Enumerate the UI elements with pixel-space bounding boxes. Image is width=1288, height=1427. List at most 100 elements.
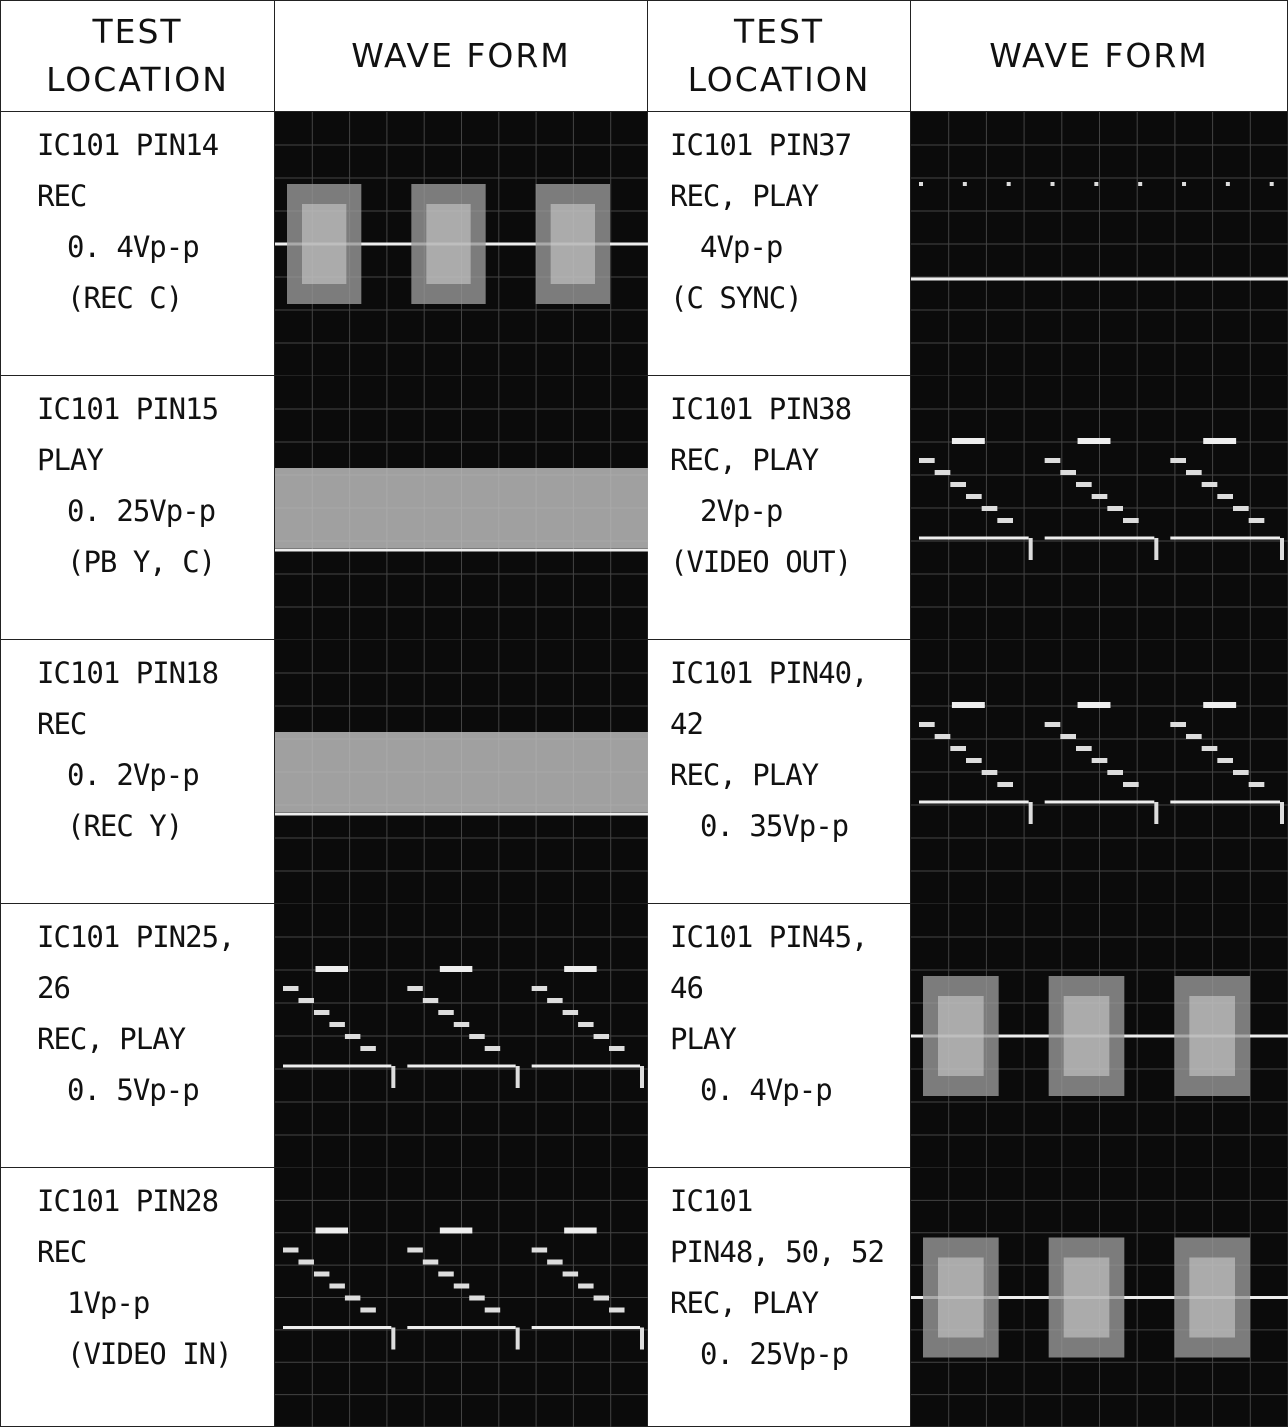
scope-trace	[344, 1295, 361, 1301]
scope-trace	[1203, 702, 1237, 708]
scope-trace	[391, 1327, 396, 1350]
scope-trace	[469, 1295, 485, 1301]
scope-trace	[1280, 538, 1284, 560]
scope-trace	[329, 1022, 345, 1027]
test-location-cell: IC101 PIN40, 42 REC, PLAY 0. 35Vp-p	[648, 640, 911, 904]
location-line: 0. 35Vp-p	[700, 809, 849, 843]
location-line: IC101 PIN28	[37, 1184, 219, 1218]
location-line: REC, PLAY	[670, 443, 819, 477]
waveform-cell	[275, 376, 648, 640]
scope-trace	[438, 1271, 454, 1277]
scope-trace	[640, 1327, 644, 1350]
location-line: (PB Y, C)	[67, 545, 216, 579]
location-line: PLAY	[37, 443, 104, 477]
location-line: 4Vp-p	[700, 230, 783, 264]
scope-trace	[934, 470, 951, 475]
scope-trace	[609, 1307, 625, 1313]
scope-trace	[919, 722, 935, 727]
oscilloscope-image	[275, 1168, 648, 1427]
scope-trace	[1123, 782, 1139, 787]
scope-trace	[966, 758, 982, 763]
scope-trace	[298, 998, 314, 1003]
oscilloscope-image	[911, 1168, 1288, 1427]
scope-trace	[1107, 506, 1123, 511]
scope-trace	[564, 966, 597, 972]
header-cell: WAVE FORM	[275, 0, 648, 112]
scope-trace	[1091, 758, 1108, 763]
oscilloscope-image	[275, 112, 648, 376]
scope-trace	[283, 986, 299, 991]
location-line: (REC C)	[67, 281, 183, 315]
header-cell: TEST LOCATION	[648, 0, 911, 112]
scope-trace	[593, 1034, 610, 1039]
test-location-cell: IC101 PIN28 REC 1Vp-p (VIDEO IN)	[0, 1168, 275, 1427]
location-line: REC, PLAY	[670, 179, 819, 213]
waveform-cell	[275, 904, 648, 1168]
scope-trace	[438, 1010, 454, 1015]
scope-trace	[919, 182, 923, 186]
scope-trace	[391, 1066, 396, 1088]
scope-trace	[640, 1066, 644, 1088]
location-line: IC101 PIN18	[37, 656, 219, 690]
header-text: WAVE FORM	[351, 36, 571, 75]
scope-trace	[344, 1034, 361, 1039]
scope-trace	[1063, 996, 1110, 1076]
scope-trace	[1170, 722, 1186, 727]
waveform-cell	[911, 376, 1288, 640]
header-text: TEST	[733, 12, 825, 51]
scope-trace	[550, 204, 595, 284]
location-line: (VIDEO IN)	[67, 1337, 233, 1371]
scope-trace	[1094, 182, 1099, 186]
location-line: IC101 PIN45, 46	[670, 920, 869, 1005]
location-line: 0. 2Vp-p	[67, 758, 200, 792]
scope-trace	[997, 518, 1013, 523]
waveform-cell	[911, 904, 1288, 1168]
oscilloscope-image	[275, 640, 648, 904]
location-line: IC101 PIN14	[37, 128, 219, 162]
scope-trace	[1233, 770, 1249, 775]
scope-trace	[283, 1247, 299, 1253]
waveform-cell	[275, 1168, 648, 1427]
scope-trace	[1044, 458, 1061, 463]
location-line: 0. 25Vp-p	[67, 494, 216, 528]
scope-trace	[313, 1271, 330, 1277]
location-line: (VIDEO OUT)	[670, 545, 852, 579]
scope-trace	[1154, 802, 1159, 824]
oscilloscope-image	[911, 904, 1288, 1168]
oscilloscope-image	[275, 376, 648, 640]
scope-trace	[1060, 470, 1076, 475]
scope-trace	[1233, 506, 1249, 511]
location-line: REC, PLAY	[37, 1022, 186, 1056]
test-location-cell: IC101 PIN38 REC, PLAY 2Vp-p (VIDEO OUT)	[648, 376, 911, 640]
location-line: REC, PLAY	[670, 1286, 819, 1320]
scope-trace	[453, 1283, 470, 1289]
scope-trace	[938, 1257, 984, 1338]
scope-trace	[1091, 494, 1108, 499]
scope-trace	[422, 998, 439, 1003]
scope-trace	[439, 1227, 473, 1234]
scope-trace	[1028, 538, 1033, 560]
location-line: 2Vp-p	[700, 494, 783, 528]
scope-trace	[1060, 734, 1076, 739]
scope-trace	[1248, 518, 1265, 523]
scope-trace	[1186, 470, 1202, 475]
scope-trace	[934, 734, 951, 739]
waveform-cell	[275, 640, 648, 904]
scope-trace	[981, 770, 998, 775]
scope-trace	[1280, 802, 1284, 824]
scope-trace	[1217, 758, 1233, 763]
scope-trace	[950, 482, 966, 487]
scope-trace	[1201, 746, 1218, 751]
scope-trace	[962, 182, 967, 186]
test-location-cell: IC101 PIN37 REC, PLAY 4Vp-p (C SYNC)	[648, 112, 911, 376]
scope-trace	[564, 1227, 597, 1234]
scope-trace	[1050, 182, 1055, 186]
test-location-cell: IC101 PIN25, 26 REC, PLAY 0. 5Vp-p	[0, 904, 275, 1168]
scope-trace	[966, 494, 982, 499]
scope-trace	[1076, 482, 1092, 487]
header-text: LOCATION	[46, 60, 229, 99]
scope-trace	[1063, 1257, 1110, 1338]
waveform-cell	[911, 640, 1288, 904]
location-line: IC101	[670, 1184, 753, 1218]
